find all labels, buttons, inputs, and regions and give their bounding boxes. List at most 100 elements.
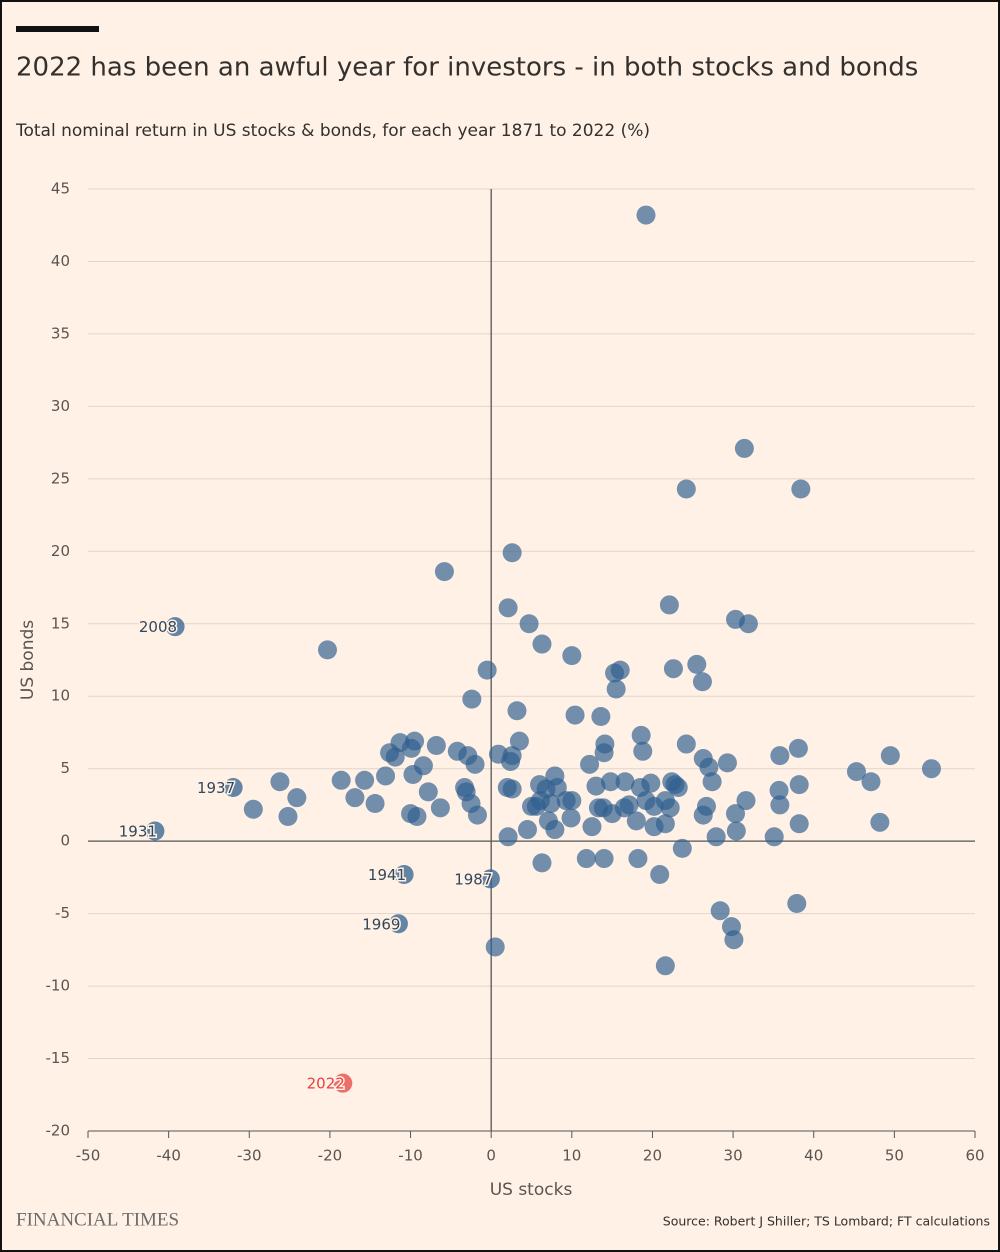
point <box>502 746 522 766</box>
point <box>921 759 941 779</box>
point <box>655 956 675 976</box>
x-tick-label: 40 <box>804 1147 823 1165</box>
point <box>467 805 487 825</box>
chart-title: 2022 has been an awful year for investor… <box>16 53 918 83</box>
point <box>880 746 900 766</box>
point <box>633 741 653 761</box>
annotation-label: 2008 <box>139 618 177 636</box>
point <box>870 812 890 832</box>
annotation-label: 1937 <box>197 779 235 797</box>
point <box>532 634 552 654</box>
point <box>734 438 754 458</box>
point <box>764 827 784 847</box>
point <box>846 762 866 782</box>
point <box>498 598 518 618</box>
point <box>663 659 683 679</box>
x-tick-label: -40 <box>156 1147 181 1165</box>
y-tick-label: -15 <box>46 1049 71 1067</box>
point <box>509 731 529 751</box>
point <box>532 853 552 873</box>
point <box>676 479 696 499</box>
point <box>738 614 758 634</box>
source-note: Source: Robert J Shiller; TS Lombard; FT… <box>663 1214 990 1229</box>
point <box>672 838 692 858</box>
point <box>789 775 809 795</box>
point <box>485 937 505 957</box>
point <box>502 543 522 563</box>
point <box>507 701 527 721</box>
point <box>770 795 790 815</box>
point <box>724 930 744 950</box>
chart-subtitle: Total nominal return in US stocks & bond… <box>15 121 650 141</box>
point <box>287 788 307 808</box>
y-tick-label: 15 <box>51 614 70 632</box>
x-tick-label: -50 <box>76 1147 101 1165</box>
annotated-point <box>480 869 500 889</box>
point <box>477 660 497 680</box>
y-tick-label: 25 <box>51 469 70 487</box>
point <box>401 738 421 758</box>
point <box>498 827 518 847</box>
annotation-label: 2022 <box>307 1075 345 1093</box>
annotated-point <box>145 821 165 841</box>
point <box>791 479 811 499</box>
point <box>687 654 707 674</box>
x-tick-label: 30 <box>724 1147 743 1165</box>
point <box>243 799 263 819</box>
annotation-label: 1987 <box>454 870 492 888</box>
point <box>787 893 807 913</box>
point <box>502 779 522 799</box>
title-bar <box>16 26 99 32</box>
point <box>418 782 438 802</box>
point <box>517 820 537 840</box>
point <box>736 791 756 811</box>
point <box>770 746 790 766</box>
point <box>562 646 582 666</box>
point <box>650 864 670 884</box>
y-tick-label: 30 <box>51 397 70 415</box>
point <box>699 757 719 777</box>
point <box>789 814 809 834</box>
point <box>345 788 365 808</box>
y-tick-label: 10 <box>51 687 70 705</box>
y-tick-label: -10 <box>46 977 71 995</box>
point <box>317 640 337 660</box>
y-axis-label: US bonds <box>18 620 38 700</box>
point <box>660 798 680 818</box>
point <box>407 807 427 827</box>
point <box>702 772 722 792</box>
point <box>565 705 585 725</box>
point <box>594 849 614 869</box>
point <box>615 772 635 792</box>
annotation-label: 1941 <box>368 866 406 884</box>
point <box>601 772 621 792</box>
point <box>692 672 712 692</box>
x-tick-label: 60 <box>965 1147 984 1165</box>
annotated-point <box>388 914 408 934</box>
point <box>676 734 696 754</box>
point <box>376 766 396 786</box>
point <box>545 820 565 840</box>
point <box>562 791 582 811</box>
point <box>610 660 630 680</box>
point <box>631 725 651 745</box>
annotated-point <box>223 778 243 798</box>
x-tick-label: -10 <box>398 1147 423 1165</box>
point <box>769 780 789 800</box>
point <box>586 776 606 796</box>
point <box>430 798 450 818</box>
annotated-point <box>333 1073 353 1093</box>
point <box>594 743 614 763</box>
point <box>561 808 581 828</box>
point <box>403 764 423 784</box>
point <box>659 595 679 615</box>
point <box>628 849 648 869</box>
point <box>365 793 385 813</box>
point <box>591 707 611 727</box>
point <box>641 773 661 793</box>
point <box>726 821 746 841</box>
x-tick-label: -20 <box>318 1147 343 1165</box>
point <box>278 807 298 827</box>
